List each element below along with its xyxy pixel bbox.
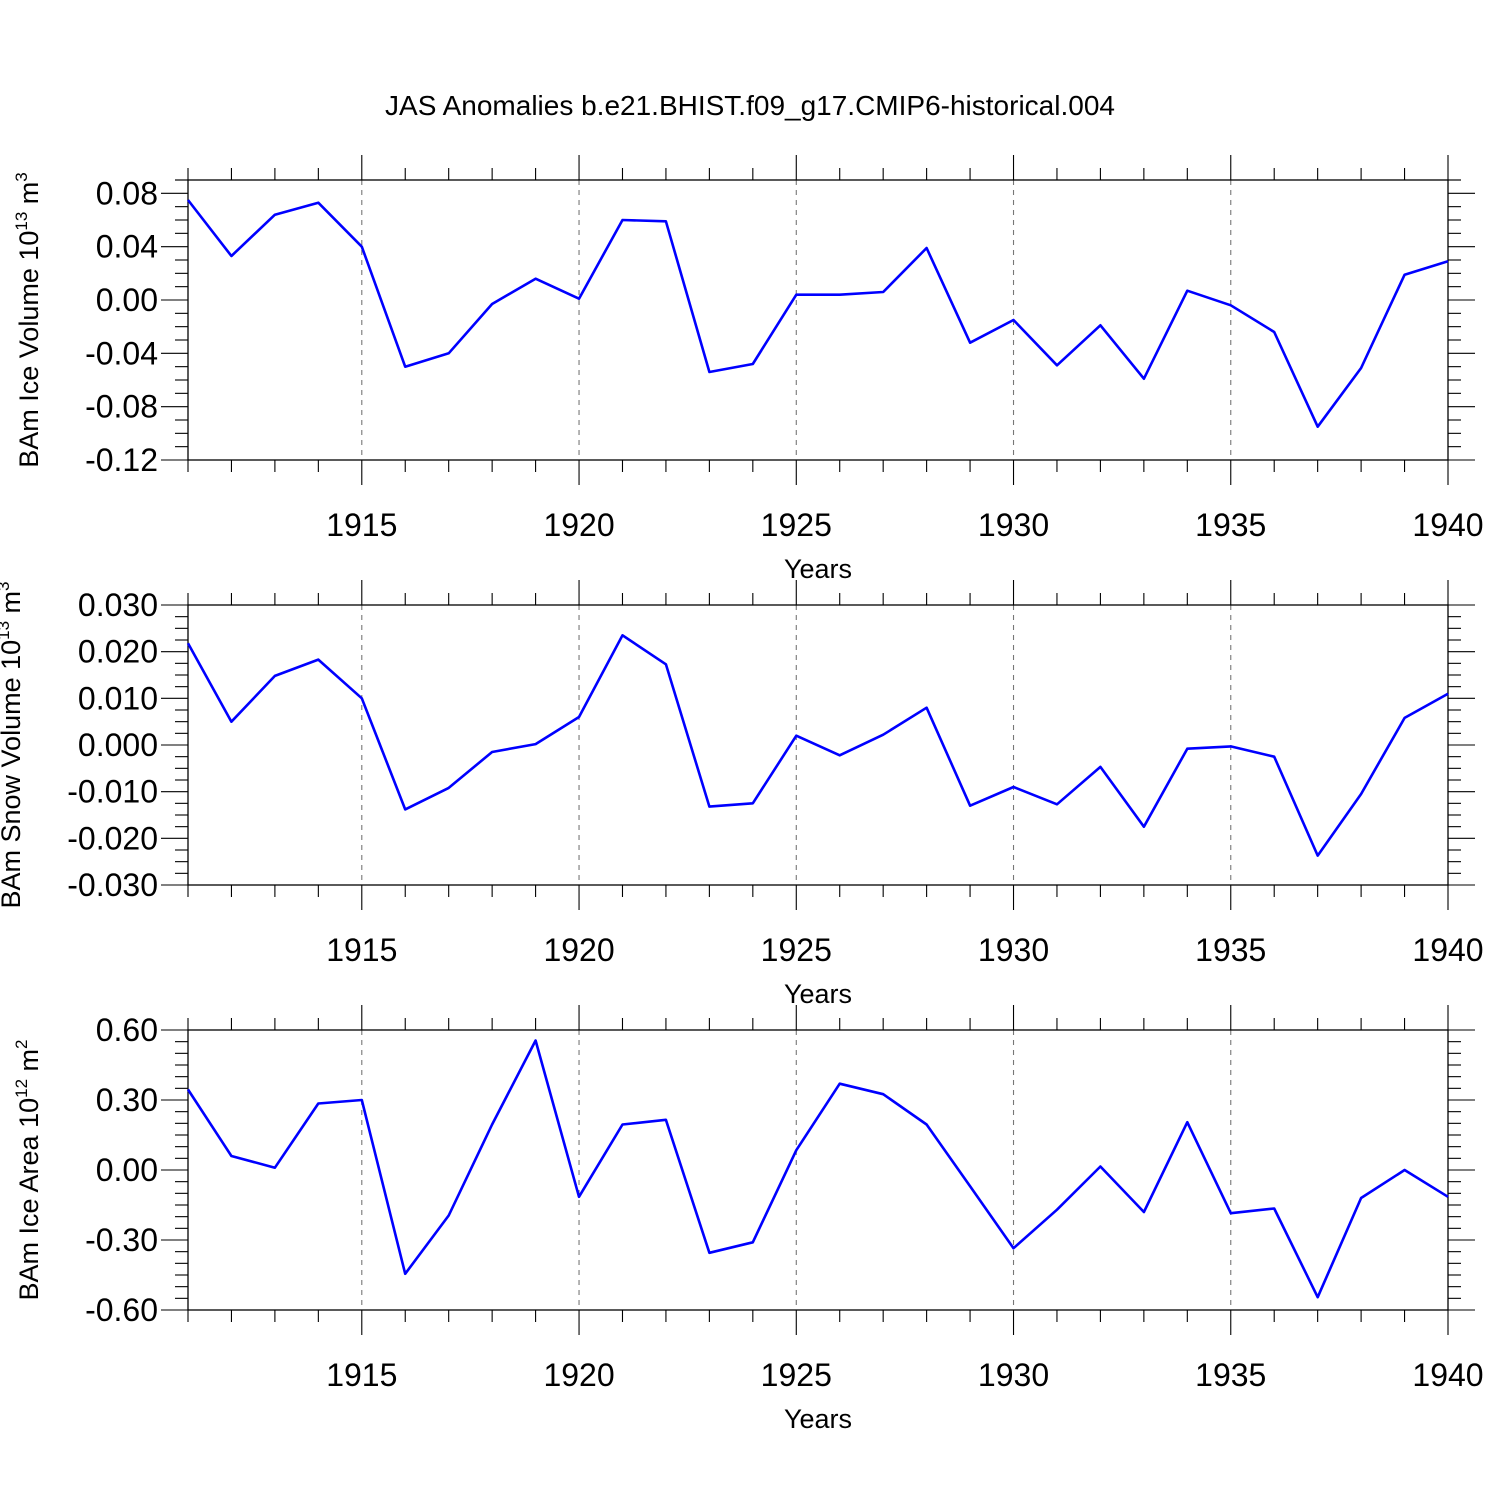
y-tick-label: 0.030: [78, 587, 158, 623]
series-line: [186, 199, 1449, 429]
y-axis-title-superscript: 2: [12, 1040, 31, 1049]
x-tick-label: 1920: [543, 507, 614, 543]
x-axis-title: Years: [784, 554, 852, 584]
y-tick-label: -0.020: [67, 820, 158, 856]
x-tick-label: 1925: [761, 507, 832, 543]
y-tick-label: 0.00: [96, 282, 158, 318]
y-tick-label: 0.00: [96, 1152, 158, 1188]
y-axis-title-part: BAm Ice Volume 10: [14, 231, 44, 468]
x-tick-label: 1930: [978, 1357, 1049, 1393]
y-tick-label: 0.60: [96, 1012, 158, 1048]
panel-2: 0.030 0.020 0.010 0.000 -0.010 -0.020 -0.030 19…: [0, 580, 1484, 1009]
x-tick-label: 1915: [326, 932, 397, 968]
panel-1: 0.08 0.04 0.00 -0.04 -0.08 -0.12 1915 1920 1925 1…: [12, 155, 1484, 584]
y-axis-title-part: m: [0, 591, 26, 621]
x-tick-label: 1935: [1195, 507, 1266, 543]
y-axis-title-superscript: 13: [12, 212, 31, 231]
y-axis-title-part: m: [14, 182, 44, 212]
y-tick-label: 0.30: [96, 1082, 158, 1118]
y-axis-title: BAm Ice Volume 1013 m3: [12, 172, 44, 468]
x-tick-label: 1925: [761, 1357, 832, 1393]
y-tick-label: -0.08: [85, 389, 158, 425]
x-tick-label: 1940: [1412, 507, 1483, 543]
y-axis-title-superscript: 3: [12, 172, 31, 181]
y-tick-label: 0.04: [96, 229, 158, 265]
plot-frame: [187, 179, 1449, 461]
x-axis-title: Years: [784, 1404, 852, 1434]
y-tick-label: -0.04: [85, 335, 158, 371]
x-tick-label: 1920: [543, 1357, 614, 1393]
y-axis-title-part: BAm Snow Volume 10: [0, 640, 26, 909]
x-tick-label: 1930: [978, 932, 1049, 968]
y-tick-label: -0.30: [85, 1222, 158, 1258]
y-tick-label: 0.010: [78, 680, 158, 716]
x-tick-label: 1930: [978, 507, 1049, 543]
y-tick-label: 0.020: [78, 634, 158, 670]
x-tick-label: 1920: [543, 932, 614, 968]
x-tick-label: 1935: [1195, 932, 1266, 968]
x-tick-label: 1915: [326, 507, 397, 543]
page-title: JAS Anomalies b.e21.BHIST.f09_g17.CMIP6-…: [385, 90, 1115, 121]
y-tick-label: -0.030: [67, 867, 158, 903]
y-axis-title: BAm Snow Volume 1013 m3: [0, 581, 26, 908]
y-tick-label: -0.010: [67, 774, 158, 810]
x-tick-label: 1940: [1412, 932, 1483, 968]
y-tick-label: -0.12: [85, 442, 158, 478]
y-tick-label: 0.08: [96, 175, 158, 211]
y-axis-title-part: m: [14, 1049, 44, 1079]
y-tick-label: -0.60: [85, 1292, 158, 1328]
x-tick-label: 1940: [1412, 1357, 1483, 1393]
y-tick-label: 0.000: [78, 727, 158, 763]
x-tick-label: 1935: [1195, 1357, 1266, 1393]
x-axis-title: Years: [784, 979, 852, 1009]
x-tick-label: 1925: [761, 932, 832, 968]
y-axis-title: BAm Ice Area 1012 m2: [12, 1040, 44, 1301]
panel-3: 0.60 0.30 0.00 -0.30 -0.60 1915 1920 1925 1930 19…: [12, 1005, 1484, 1434]
series-line: [186, 1039, 1449, 1299]
y-axis-title-part: BAm Ice Area 10: [14, 1098, 44, 1301]
panels: 0.08 0.04 0.00 -0.04 -0.08 -0.12 1915 1920 1925 1…: [0, 155, 1484, 1434]
y-axis-title-superscript: 3: [0, 581, 13, 590]
x-tick-label: 1915: [326, 1357, 397, 1393]
y-axis-title-superscript: 12: [12, 1079, 31, 1098]
y-axis-title-superscript: 13: [0, 621, 13, 640]
series-line: [186, 633, 1449, 857]
